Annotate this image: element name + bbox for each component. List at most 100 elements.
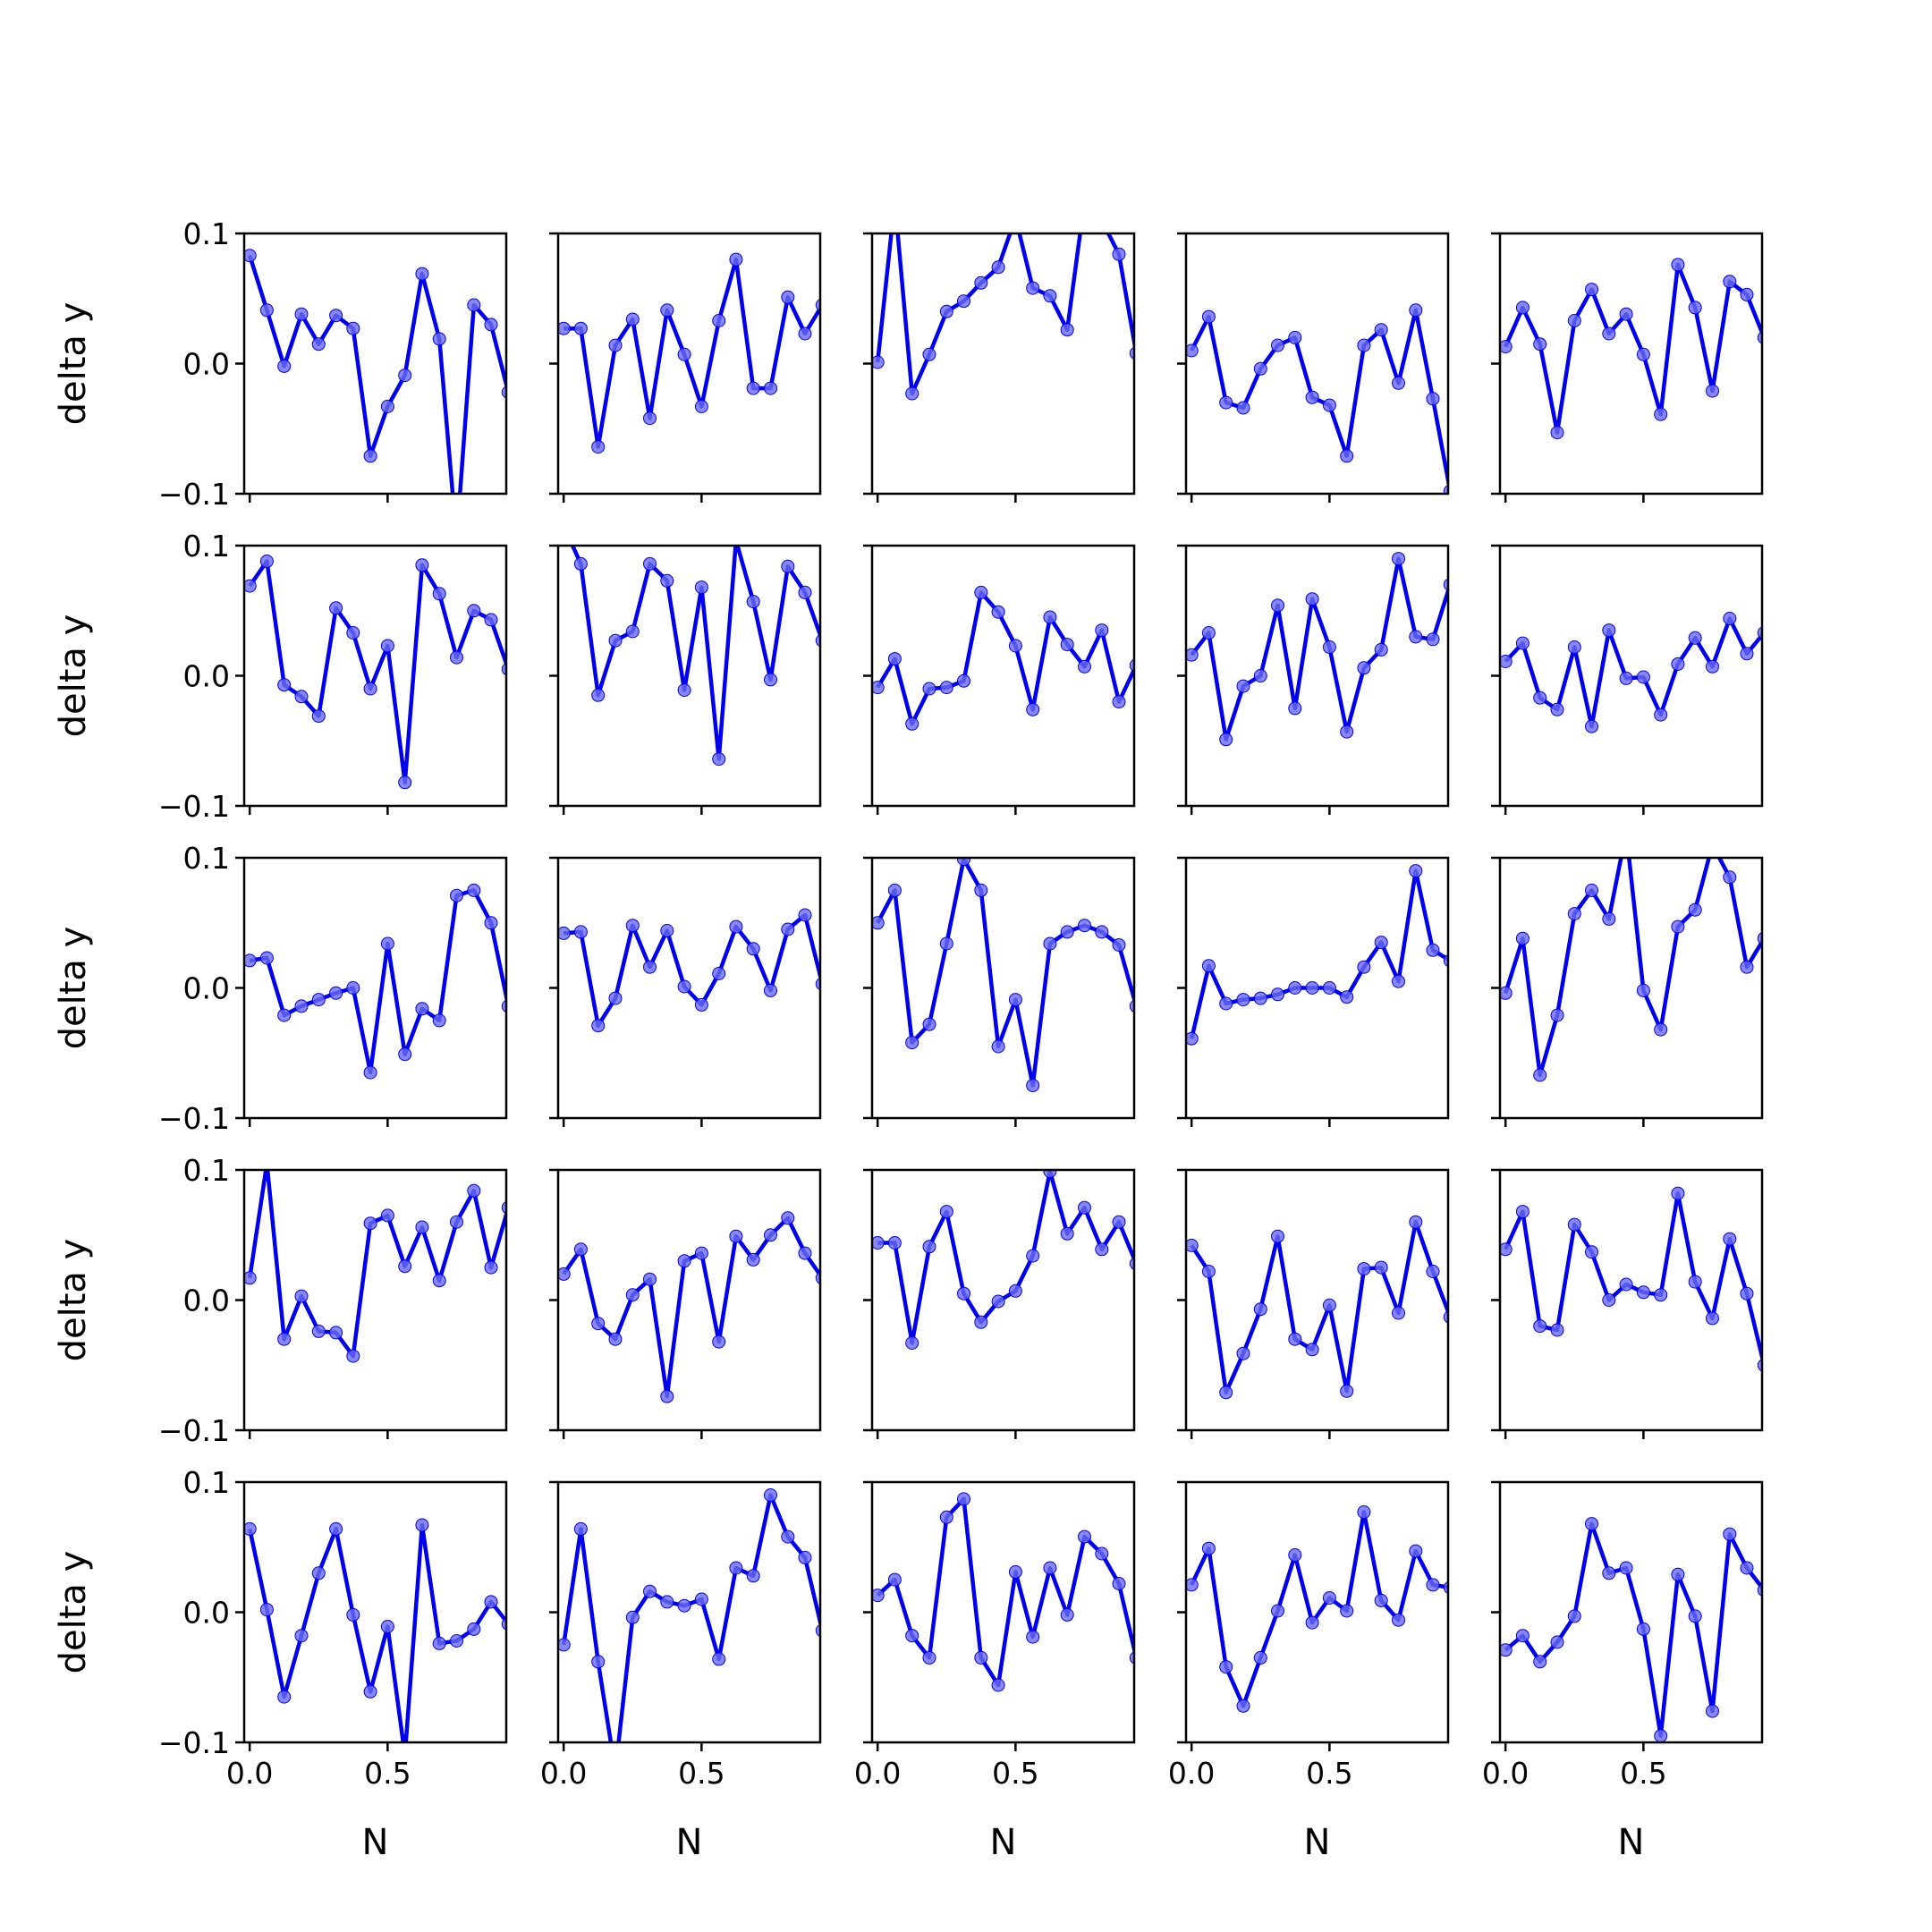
data-point (1305, 592, 1319, 606)
data-point (1550, 1323, 1564, 1337)
data-point (872, 355, 885, 369)
data-point (1585, 883, 1598, 897)
data-point (1409, 1215, 1423, 1229)
data-point (991, 1294, 1005, 1309)
data-point (1186, 648, 1199, 662)
data-point (311, 709, 326, 724)
data-point (467, 1183, 481, 1198)
data-point (1409, 864, 1423, 878)
data-point (781, 559, 795, 573)
data-point (1515, 931, 1530, 945)
data-point (643, 411, 657, 426)
data-point (1392, 1306, 1405, 1320)
data-point (1201, 1265, 1216, 1278)
data-point (1060, 638, 1074, 652)
y-tick-label: 0.1 (183, 1465, 230, 1500)
data-point (991, 605, 1005, 619)
data-point (1043, 1561, 1057, 1575)
y-tick-label: −0.1 (158, 477, 230, 512)
series-group (1186, 1505, 1448, 1713)
y-axis-label: delta y (53, 614, 94, 738)
data-point (939, 304, 953, 318)
data-point (1060, 323, 1074, 337)
data-point (905, 1336, 919, 1350)
data-point (643, 1272, 657, 1286)
series-line (570, 546, 820, 761)
data-point (1602, 1293, 1616, 1307)
data-point (1026, 1249, 1040, 1263)
x-tick-label: 0.0 (1168, 1756, 1215, 1791)
data-point (1357, 338, 1371, 352)
data-point (1619, 1561, 1633, 1575)
data-point (694, 1592, 708, 1606)
data-point (660, 303, 674, 318)
data-point (1374, 1593, 1388, 1607)
series-group (1500, 612, 1762, 733)
data-point (1636, 983, 1650, 997)
data-point (729, 252, 743, 267)
data-point (1426, 1265, 1440, 1278)
data-point (432, 1013, 446, 1028)
series-group (244, 1518, 506, 1742)
subplot-1-5 (1491, 232, 1764, 503)
data-point (939, 1510, 953, 1524)
data-point (415, 1518, 429, 1532)
data-point (244, 1271, 257, 1285)
data-point (905, 386, 919, 401)
data-point (922, 1017, 936, 1031)
data-point (1602, 326, 1616, 341)
subplot-3-4 (1177, 856, 1450, 1127)
data-point (991, 1678, 1005, 1692)
data-point (346, 1349, 360, 1363)
data-point (1026, 1630, 1040, 1644)
data-point (484, 613, 498, 627)
data-point (1723, 612, 1737, 625)
x-tick-label: 0.5 (678, 1756, 724, 1791)
subplot-1-4 (1177, 232, 1450, 503)
data-point (922, 682, 936, 696)
data-point (1533, 1068, 1547, 1082)
data-point (1357, 1262, 1371, 1276)
data-point (1550, 1635, 1564, 1649)
data-point (660, 1595, 674, 1609)
data-point (1550, 1008, 1564, 1022)
y-tick-label: 0.1 (183, 1153, 230, 1188)
data-point (1078, 919, 1091, 933)
data-point (244, 249, 257, 263)
subplot-2-5 (1491, 544, 1764, 815)
data-point (1322, 398, 1336, 412)
data-point (329, 601, 343, 615)
data-point (1533, 1655, 1547, 1669)
subplot-5-3: 0.0 0.5 N (854, 1480, 1136, 1863)
data-point (1112, 1577, 1126, 1590)
subplot-2-1: −0.1 0.0 0.1 delta y (53, 529, 508, 824)
data-point (294, 1289, 309, 1303)
data-point (660, 924, 674, 937)
data-point (939, 681, 953, 695)
series-group (1186, 1215, 1448, 1400)
data-point (1706, 384, 1719, 398)
data-point (1426, 632, 1440, 647)
data-point (1671, 919, 1685, 934)
data-point (729, 1229, 743, 1243)
data-point (1219, 996, 1233, 1011)
data-point (1654, 1729, 1668, 1742)
series-group (244, 555, 506, 790)
data-point (1186, 1031, 1199, 1046)
data-point (991, 1039, 1005, 1054)
series-group (558, 1211, 820, 1403)
data-point (1357, 1505, 1371, 1519)
data-point (1515, 1205, 1530, 1219)
data-point (712, 1652, 726, 1666)
data-point (764, 983, 777, 997)
data-point (1426, 943, 1440, 957)
data-point (1671, 1567, 1685, 1581)
data-point (573, 925, 588, 939)
data-point (277, 1008, 292, 1022)
data-point (1340, 1384, 1354, 1398)
data-point (1374, 936, 1388, 950)
data-point (872, 1236, 885, 1250)
data-point (380, 1208, 394, 1223)
data-point (1322, 1591, 1336, 1605)
